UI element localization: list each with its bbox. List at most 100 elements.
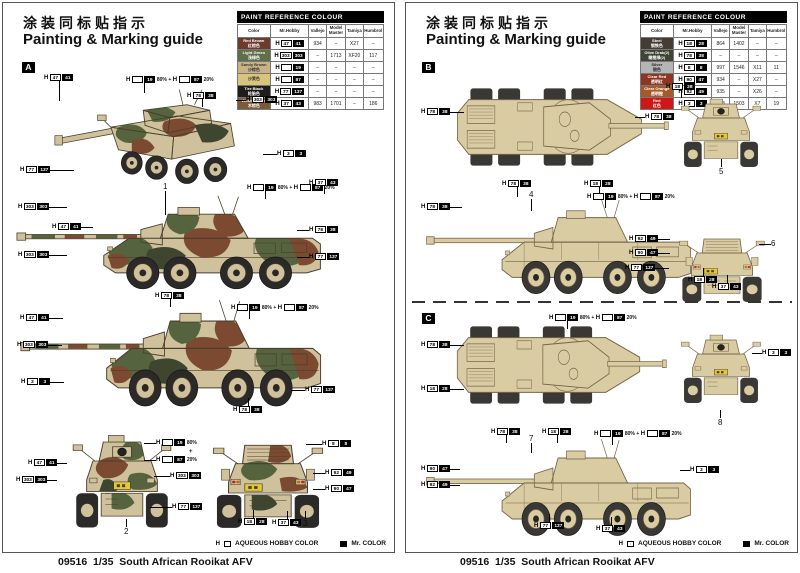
paint-callout: H 19 80% + H 87 20% (549, 314, 637, 321)
section-divider (412, 301, 792, 303)
mix-percent: 20% (626, 314, 637, 321)
table-header-cell: Vallejo (711, 24, 730, 38)
mr-color-number: 47 (695, 76, 707, 83)
mr-color-label: Mr. COLOR (351, 540, 386, 547)
paint-callout: H 87 20% (156, 456, 197, 463)
paint-callout: H 18 28 (584, 180, 614, 187)
aqueous-prefix: H (502, 180, 507, 187)
aqueous-number: 47 (33, 459, 45, 466)
aqueous-box-glyph (627, 540, 635, 547)
aqueous-number: 78 (683, 52, 695, 59)
mr-hobby-cell: H 90 47 (672, 73, 713, 86)
paint-callout: H 19 80% + H 87 20% (231, 304, 319, 311)
mix-percent: 80% (579, 314, 590, 321)
mr-color-number: 38 (509, 428, 521, 435)
color-name: Light Green 浅绿色 (242, 49, 266, 60)
aqueous-prefix: H (16, 476, 21, 483)
leader-line (306, 443, 322, 445)
table-header-cell: Humbrol (362, 24, 385, 38)
mr-color-number: 19 (292, 64, 304, 71)
model-master-cell: – (728, 73, 750, 86)
mr-color-number: 137 (190, 503, 203, 510)
humbrol-cell: – (765, 37, 788, 50)
leader-line (150, 506, 172, 508)
paint-callout: H 19 80% + H 87 20% (247, 184, 335, 191)
aqueous-prefix: H (17, 341, 22, 348)
color-swatch: Silver 银色 (640, 61, 674, 74)
table-header-cell: Tamiya (748, 24, 767, 38)
mix-plus: + (629, 193, 633, 200)
vallejo-cell: 983 (308, 97, 327, 110)
humbrol-cell: – (765, 85, 788, 98)
view-number-label: 7 (529, 434, 534, 443)
aqueous-prefix: H (170, 472, 175, 479)
aqueous-number: 78 (426, 108, 438, 115)
aqueous-number: 78 (192, 92, 204, 99)
paint-table-grid: Color Mr.Hobby Vallejo Model Master Tamiya Hu… (237, 24, 385, 110)
aqueous-prefix: H (275, 76, 280, 83)
aqueous-prefix: H (275, 100, 280, 107)
mr-hobby-cell: H 303 303 (269, 49, 310, 62)
drawing-side-view-7 (424, 437, 704, 541)
leader-line (726, 275, 728, 283)
aqueous-prefix: H (596, 525, 601, 532)
mr-color-number: 3 (39, 378, 51, 385)
scheme-badge-c: C (422, 313, 435, 324)
paint-table-grid: Color Mr.Hobby Vallejo Model Master Tamiya Hu… (640, 24, 788, 110)
aqueous-number (161, 456, 173, 463)
mr-color-number: 28 (695, 40, 707, 47)
aqueous-prefix: H (274, 52, 279, 59)
aqueous-number (236, 304, 248, 311)
paint-row: Wood Brown木棕色H37439831701–186 (237, 97, 385, 110)
aqueous-number: 78 (314, 226, 326, 233)
mr-color-number: 137 (643, 264, 656, 271)
mix-percent: 20% (324, 184, 335, 191)
aqueous-prefix: H (21, 378, 26, 385)
color-system-legend: H AQUEOUS HOBBY COLOR Mr. COLOR (619, 540, 789, 547)
view-number-label: 8 (718, 418, 723, 427)
aqueous-prefix: H (421, 465, 426, 472)
aqueous-prefix: H (156, 456, 161, 463)
drawing-side-view-4 (424, 197, 704, 299)
color-name: Red Brown 红棕色 (243, 37, 265, 48)
aqueous-prefix: H (28, 459, 33, 466)
drawing-front-view-5 (679, 90, 763, 174)
mr-color-number: 38 (663, 113, 675, 120)
paint-callout: H 18 28 (542, 428, 572, 435)
mr-hobby-cell: H 78 38 (672, 49, 713, 62)
leader-line (48, 344, 62, 346)
table-header-cell: Tamiya (345, 24, 364, 38)
mix-plus-sign: + (189, 449, 193, 455)
leader-line (47, 479, 57, 481)
aqueous-number: 303 (22, 341, 35, 348)
table-header-cell: Humbrol (765, 24, 788, 38)
paint-callout: H 19 80% + H 87 20% (126, 76, 214, 83)
paint-callout: H 77 137 (20, 166, 51, 173)
aqueous-number: 8 (327, 440, 339, 447)
mr-color-number: 41 (62, 74, 74, 81)
paint-callout: H 47 41 (20, 314, 50, 321)
mix-plus: + (636, 430, 640, 437)
paint-callout: H 78 38 (421, 203, 451, 210)
aqueous-number (646, 430, 658, 437)
color-name: Clear Orange 透明橙 (644, 85, 670, 96)
mr-color-number: 137 (38, 166, 51, 173)
aqueous-number: 78 (426, 341, 438, 348)
aqueous-number (161, 439, 173, 446)
aqueous-number: 18 (683, 40, 695, 47)
leader-line (450, 484, 460, 486)
aqueous-prefix: H (629, 249, 634, 256)
aqueous-prefix: H (20, 314, 25, 321)
aqueous-prefix: H (309, 226, 314, 233)
mr-color-box-glyph (340, 540, 348, 547)
leader-line (169, 299, 171, 307)
paint-row: Red Brown 红棕色 H 47 41 934– X27– (237, 37, 385, 50)
drawing-top-view-c (446, 316, 672, 414)
leader-line (658, 238, 670, 240)
paint-row: 沙黄色 H 87– – – – (237, 73, 385, 86)
aqueous-prefix: H (18, 203, 23, 210)
paint-row: Olive Drab(2) 橄榄绿(2) H 78 38– – – – (640, 49, 788, 62)
mr-color-number: 41 (38, 314, 50, 321)
page-title-cn: 涂装同标贴指示 (426, 15, 552, 31)
